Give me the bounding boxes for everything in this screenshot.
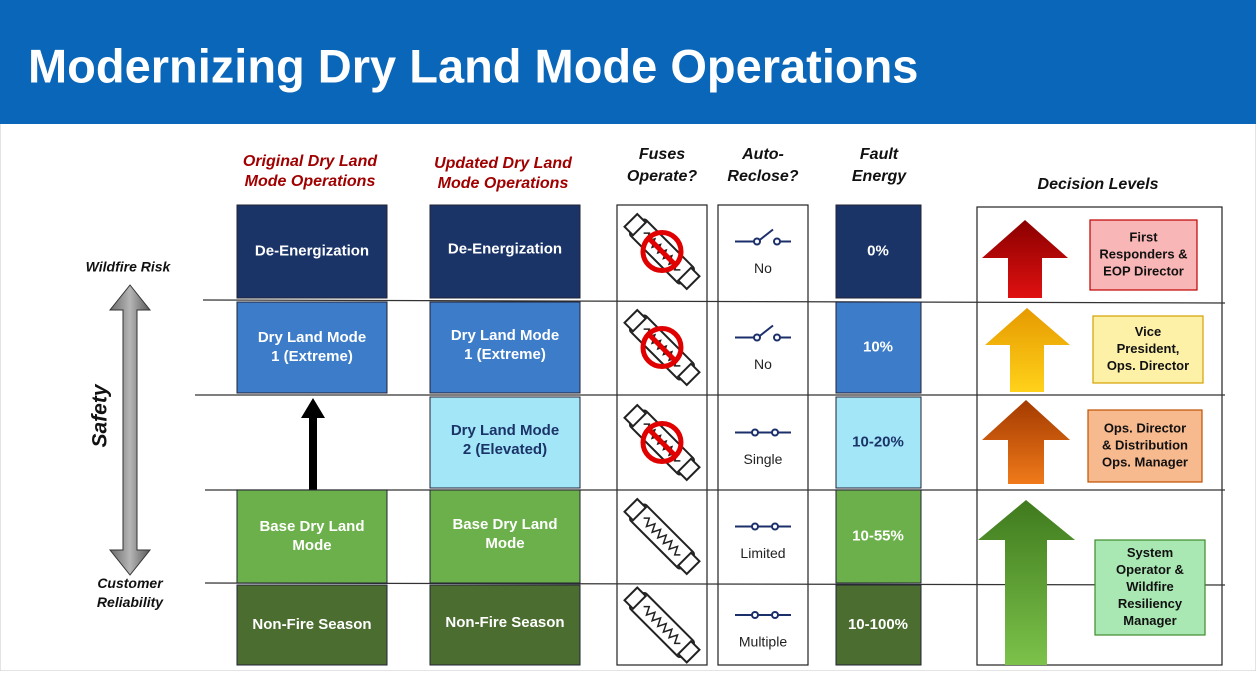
decision-label: President, bbox=[1117, 341, 1180, 356]
mode-box bbox=[429, 584, 581, 666]
decision-label: Responders & bbox=[1099, 246, 1187, 261]
column-header: Updated Dry Land bbox=[434, 155, 573, 172]
mode-label: 2 (Elevated) bbox=[463, 441, 547, 458]
mode-box bbox=[236, 204, 388, 299]
energy-label: 10-100% bbox=[848, 616, 908, 633]
axis-label: Reliability bbox=[97, 594, 164, 610]
column-header: Mode Operations bbox=[245, 173, 376, 190]
mode-label: De-Energization bbox=[255, 242, 369, 259]
mode-box bbox=[429, 301, 581, 394]
energy-label: 10% bbox=[863, 338, 893, 355]
axis-label: Customer bbox=[97, 575, 164, 591]
mode-label: Mode bbox=[485, 535, 524, 552]
decision-label: & Distribution bbox=[1102, 437, 1188, 452]
decision-box bbox=[1092, 315, 1204, 384]
column-header: Original Dry Land bbox=[243, 153, 378, 170]
axis-label: Wildfire Risk bbox=[86, 259, 172, 275]
column-header: Decision Levels bbox=[1038, 176, 1159, 193]
decision-box bbox=[1094, 539, 1206, 636]
column-header: Operate? bbox=[627, 168, 697, 185]
column-header: Auto- bbox=[741, 146, 784, 163]
decision-label: Operator & bbox=[1116, 562, 1184, 577]
mode-label: 1 (Extreme) bbox=[464, 346, 546, 363]
energy-label: 0% bbox=[867, 242, 889, 259]
mode-box bbox=[429, 204, 581, 299]
mode-label: Non-Fire Season bbox=[252, 616, 371, 633]
mode-label: Base Dry Land bbox=[452, 516, 557, 533]
mode-box bbox=[429, 489, 581, 584]
decision-label: Wildfire bbox=[1126, 579, 1174, 594]
reclose-label: No bbox=[754, 356, 772, 372]
mode-box bbox=[236, 584, 388, 666]
column-header: Energy bbox=[852, 168, 907, 185]
decision-label: First bbox=[1129, 229, 1158, 244]
mode-label: Dry Land Mode bbox=[451, 327, 559, 344]
mode-label: De-Energization bbox=[448, 240, 562, 257]
decision-box bbox=[1089, 219, 1198, 291]
decision-label: Resiliency bbox=[1118, 596, 1183, 611]
reclose-label: No bbox=[754, 260, 772, 276]
mode-label: 1 (Extreme) bbox=[271, 348, 353, 365]
decision-label: Vice bbox=[1135, 324, 1162, 339]
energy-box bbox=[835, 204, 922, 299]
mode-label: Dry Land Mode bbox=[258, 329, 366, 346]
title-band bbox=[0, 0, 1256, 124]
mode-label: Base Dry Land bbox=[259, 518, 364, 535]
mode-label: Mode bbox=[292, 537, 331, 554]
energy-box bbox=[835, 584, 922, 666]
column-header: Fuses bbox=[639, 146, 685, 163]
decision-label: EOP Director bbox=[1103, 263, 1184, 278]
reclose-label: Multiple bbox=[739, 634, 787, 650]
decision-label: System bbox=[1127, 545, 1173, 560]
mode-box bbox=[236, 301, 388, 394]
decision-label: Ops. Director bbox=[1107, 358, 1189, 373]
title: Modernizing Dry Land Mode Operations bbox=[28, 39, 918, 92]
axis-label: Safety bbox=[89, 383, 112, 447]
mode-box bbox=[236, 489, 388, 584]
energy-label: 10-55% bbox=[852, 527, 904, 544]
mode-label: Dry Land Mode bbox=[451, 422, 559, 439]
column-header: Fault bbox=[860, 146, 899, 163]
reclose-label: Single bbox=[744, 451, 783, 467]
mode-box bbox=[429, 396, 581, 489]
energy-box bbox=[835, 301, 922, 394]
mode-label: Non-Fire Season bbox=[445, 614, 564, 631]
energy-label: 10-20% bbox=[852, 433, 904, 450]
energy-box bbox=[835, 489, 922, 584]
decision-label: Ops. Manager bbox=[1102, 454, 1188, 469]
decision-label: Manager bbox=[1123, 613, 1176, 628]
column-header: Reclose? bbox=[727, 168, 798, 185]
decision-box bbox=[1087, 409, 1203, 483]
energy-box bbox=[835, 396, 922, 489]
decision-label: Ops. Director bbox=[1104, 420, 1186, 435]
reclose-label: Limited bbox=[740, 545, 785, 561]
column-header: Mode Operations bbox=[438, 175, 569, 192]
